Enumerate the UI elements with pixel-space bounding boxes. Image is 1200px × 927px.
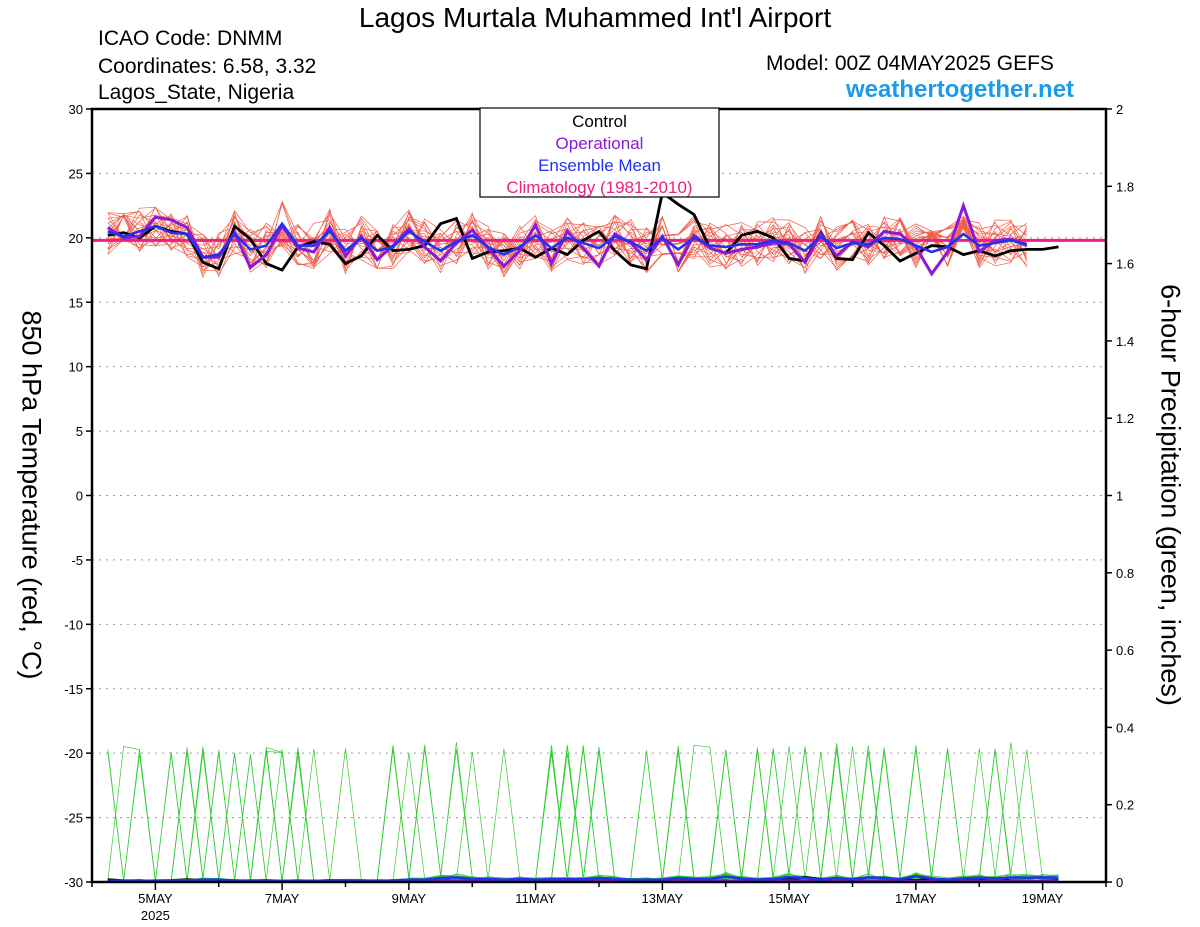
precipitation-member-line bbox=[107, 742, 1059, 882]
control-temperature-line bbox=[107, 190, 1059, 272]
precipitation-member-line bbox=[107, 747, 1059, 882]
x-tick-label: 5MAY bbox=[138, 891, 173, 906]
y-tick-label-left: 30 bbox=[69, 102, 83, 117]
y-tick-label-right: 0.6 bbox=[1116, 643, 1134, 658]
model-run-label: Model: 00Z 04MAY2025 GEFS bbox=[766, 52, 1054, 75]
precipitation-member-line bbox=[107, 747, 1059, 882]
legend-entry-operational: Operational bbox=[556, 134, 644, 153]
ensemble-mean-temperature-line bbox=[107, 221, 1028, 259]
precipitation-member-line bbox=[107, 746, 1059, 882]
precipitation-member-line bbox=[107, 744, 1059, 882]
precipitation-member-line bbox=[107, 745, 1059, 882]
x-tick-label: 17MAY bbox=[895, 891, 937, 906]
legend-entry-control: Control bbox=[572, 112, 627, 131]
precipitation-member-line bbox=[107, 745, 1059, 882]
precipitation-member-line bbox=[107, 747, 1059, 882]
y-tick-label-left: 20 bbox=[69, 231, 83, 246]
chart-title: Lagos Murtala Muhammed Int'l Airport bbox=[358, 2, 832, 33]
precipitation-member-line bbox=[107, 744, 1059, 882]
precipitation-member-line bbox=[107, 745, 1059, 882]
y-tick-label-right: 0.8 bbox=[1116, 566, 1134, 581]
precipitation-member-line bbox=[107, 743, 1059, 882]
x-tick-label: 9MAY bbox=[392, 891, 427, 906]
y-tick-label-left: 15 bbox=[69, 295, 83, 310]
precipitation-member-line bbox=[107, 747, 1059, 882]
y-tick-label-left: -5 bbox=[71, 553, 83, 568]
y-tick-label-left: -15 bbox=[64, 682, 83, 697]
temperature-member-line bbox=[107, 205, 1027, 266]
y-tick-label-right: 1.8 bbox=[1116, 179, 1134, 194]
y-tick-label-right: 0 bbox=[1116, 875, 1123, 890]
precipitation-member-line bbox=[107, 746, 1059, 882]
precipitation-member-line bbox=[107, 744, 1059, 882]
precipitation-member-line bbox=[107, 744, 1059, 882]
x-tick-label: 7MAY bbox=[265, 891, 300, 906]
legend-box bbox=[479, 107, 720, 198]
y-tick-label-right: 1.6 bbox=[1116, 257, 1134, 272]
y-tick-label-left: -20 bbox=[64, 746, 83, 761]
precipitation-member-line bbox=[107, 746, 1059, 882]
y-tick-label-left: 5 bbox=[76, 424, 83, 439]
y-tick-label-left: 25 bbox=[69, 166, 83, 181]
y-tick-label-right: 2 bbox=[1116, 102, 1123, 117]
coordinates-label: Coordinates: 6.58, 3.32 bbox=[98, 55, 317, 78]
x-tick-label: 11MAY bbox=[515, 891, 556, 906]
axis-ticks: 302520151050-5-10-15-20-25-3021.81.61.41… bbox=[64, 102, 1134, 923]
y-tick-label-right: 1.4 bbox=[1116, 334, 1134, 349]
y-tick-label-right: 1.2 bbox=[1116, 411, 1134, 426]
y-tick-label-right: 0.4 bbox=[1116, 720, 1134, 735]
y-tick-label-left: 10 bbox=[69, 360, 83, 375]
legend: Control Operational Ensemble Mean Climatolo… bbox=[479, 107, 720, 198]
y-tick-label-right: 0.2 bbox=[1116, 798, 1134, 813]
icao-code-label: ICAO Code: DNMM bbox=[98, 27, 283, 50]
precipitation-member-line bbox=[107, 749, 1059, 883]
precipitation-member-line bbox=[107, 742, 1059, 882]
legend-entry-ensemble-mean: Ensemble Mean bbox=[538, 156, 661, 175]
y-tick-label-left: -25 bbox=[64, 811, 83, 826]
y-tick-label-right: 1 bbox=[1116, 489, 1123, 504]
ensemble-member-lines bbox=[107, 200, 1059, 883]
temperature-member-line bbox=[107, 212, 1027, 273]
legend-entry-climatology-1981-2010-: Climatology (1981-2010) bbox=[506, 178, 692, 197]
x-tick-label: 13MAY bbox=[642, 891, 684, 906]
x-tick-label: 15MAY bbox=[768, 891, 810, 906]
brand-link[interactable]: weathertogether.net bbox=[846, 76, 1075, 103]
precipitation-member-line bbox=[107, 746, 1059, 882]
x-tick-year-label: 2025 bbox=[141, 908, 170, 923]
temperature-member-line bbox=[107, 208, 1028, 274]
y-tick-label-left: -10 bbox=[64, 617, 83, 632]
location-label: Lagos_State, Nigeria bbox=[98, 81, 295, 104]
highlighted-series bbox=[92, 190, 1106, 883]
x-tick-label: 19MAY bbox=[1022, 891, 1064, 906]
y-tick-label-left: 0 bbox=[76, 489, 83, 504]
y-tick-label-left: -30 bbox=[64, 875, 83, 890]
